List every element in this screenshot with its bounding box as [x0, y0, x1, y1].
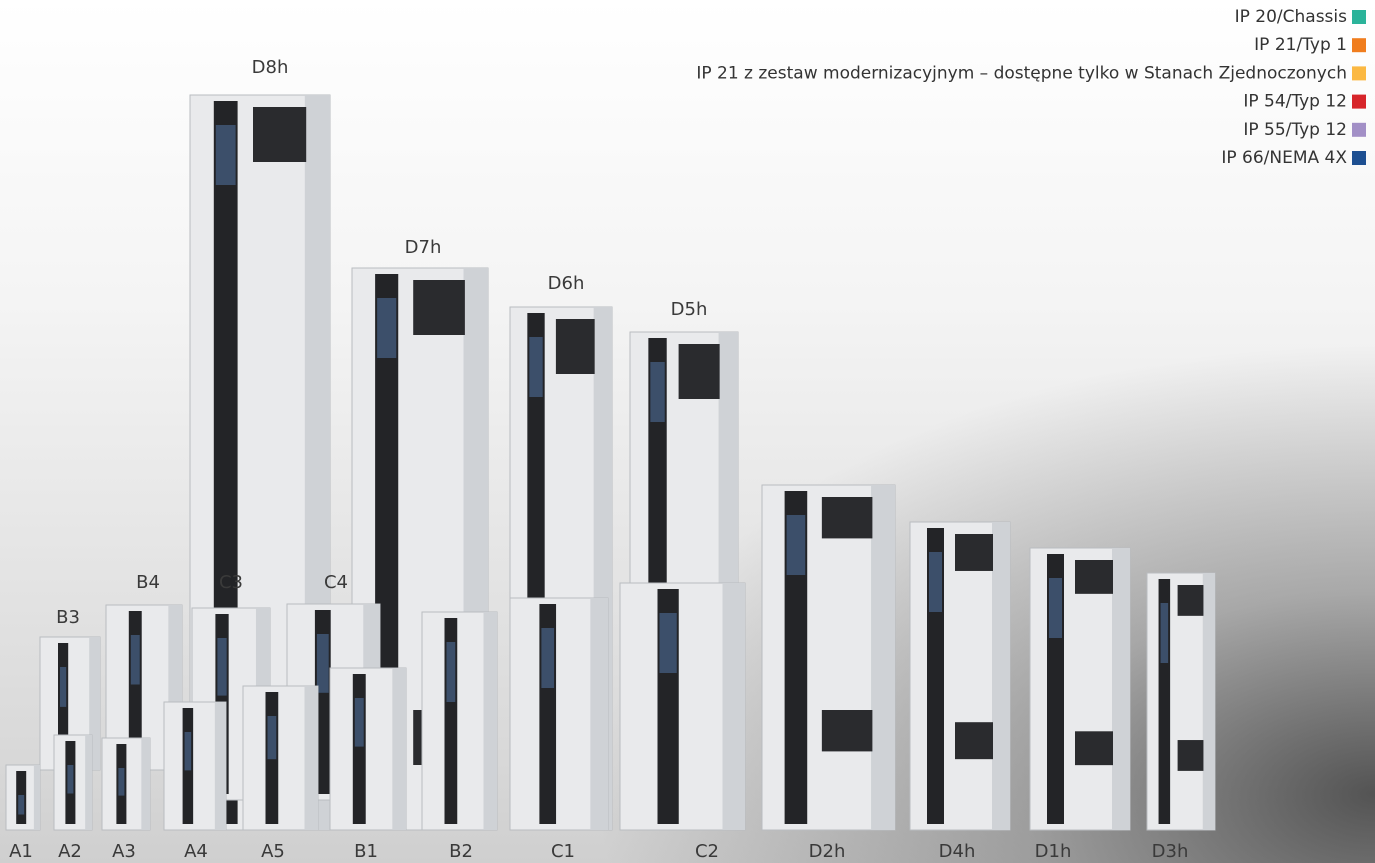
unit-label: A5: [261, 841, 285, 862]
display: [1049, 578, 1062, 638]
drive: [619, 582, 746, 831]
unit-label: D7h: [405, 237, 442, 258]
display: [267, 716, 277, 760]
legend-swatch: [1352, 38, 1366, 53]
vent: [1075, 560, 1113, 594]
display: [377, 298, 397, 358]
display: [316, 634, 329, 693]
drive: [1029, 547, 1131, 831]
control-strip: [352, 674, 366, 824]
drive-side: [214, 702, 226, 830]
vent: [821, 710, 873, 752]
drive-side: [1202, 573, 1215, 830]
display: [60, 667, 67, 707]
control-strip: [1158, 579, 1171, 824]
display: [354, 698, 364, 747]
display: [541, 628, 555, 688]
unit-label: B4: [136, 572, 160, 593]
unit-label: D8h: [252, 57, 289, 78]
legend-swatch: [1352, 94, 1366, 109]
vent: [955, 722, 993, 760]
display: [184, 732, 192, 771]
drive-side: [871, 485, 895, 830]
vent: [1177, 585, 1204, 616]
unit-label: C1: [551, 841, 575, 862]
legend-label: IP 21/Typ 1: [1254, 35, 1347, 55]
display: [659, 613, 677, 673]
unit-label: A2: [58, 841, 82, 862]
drive: [242, 685, 319, 831]
display: [130, 635, 140, 685]
drive: [509, 597, 609, 831]
vent: [1075, 731, 1113, 766]
drive: [5, 764, 41, 831]
drive-side: [992, 522, 1010, 830]
legend-label: IP 54/Typ 12: [1243, 92, 1347, 112]
drive: [329, 667, 407, 831]
display: [650, 362, 665, 422]
unit-label: B3: [56, 607, 80, 628]
legend-swatch: [1352, 151, 1366, 165]
display: [1160, 603, 1169, 663]
unit-label: C3: [219, 572, 243, 593]
drive-side: [85, 735, 92, 830]
drive-side: [590, 598, 608, 830]
display: [67, 765, 74, 794]
unit-label: D6h: [548, 273, 585, 294]
vent: [253, 107, 307, 162]
legend-swatch: [1352, 10, 1366, 24]
unit-label: D3h: [1152, 841, 1189, 862]
drive-side: [1112, 548, 1130, 830]
unit-label: D1h: [1035, 841, 1072, 862]
unit-label: D5h: [671, 299, 708, 320]
display: [529, 337, 543, 397]
legend-label: IP 55/Typ 12: [1243, 120, 1347, 140]
legend-swatch: [1352, 66, 1366, 81]
drive: [53, 734, 93, 831]
unit-label: C4: [324, 572, 348, 593]
vent: [413, 280, 465, 335]
drive: [163, 701, 227, 831]
vent: [555, 319, 595, 374]
unit-label: B1: [354, 841, 378, 862]
unit-label: A1: [9, 841, 33, 862]
drive: [421, 611, 498, 831]
drive-side: [141, 738, 150, 830]
drive-side: [722, 583, 745, 830]
unit-label: C2: [695, 841, 719, 862]
drive-side: [304, 686, 318, 830]
display: [446, 642, 456, 702]
vent: [1177, 740, 1204, 771]
vent: [678, 344, 720, 399]
display: [929, 552, 942, 612]
unit-label: D2h: [809, 841, 846, 862]
unit-label: A3: [112, 841, 136, 862]
vent: [955, 534, 993, 571]
drive-side: [89, 637, 100, 770]
display: [217, 638, 227, 696]
display: [118, 768, 125, 796]
unit-label: A4: [184, 841, 208, 862]
legend-swatch: [1352, 122, 1366, 137]
vent: [821, 497, 873, 539]
drive: [101, 737, 151, 831]
drive: [909, 521, 1011, 831]
drive-side: [483, 612, 497, 830]
drive: [761, 484, 896, 831]
legend-label: IP 20/Chassis: [1235, 7, 1348, 27]
drive-side: [392, 668, 406, 830]
display: [18, 795, 25, 815]
drive: [1146, 572, 1216, 831]
legend-label: IP 21 z zestaw modernizacyjnym – dostępn…: [696, 63, 1347, 83]
unit-label: B2: [449, 841, 473, 862]
drive-side: [33, 765, 40, 830]
display: [786, 515, 806, 575]
legend-label: IP 66/NEMA 4X: [1221, 148, 1347, 168]
unit-label: D4h: [939, 841, 976, 862]
display: [215, 125, 236, 185]
